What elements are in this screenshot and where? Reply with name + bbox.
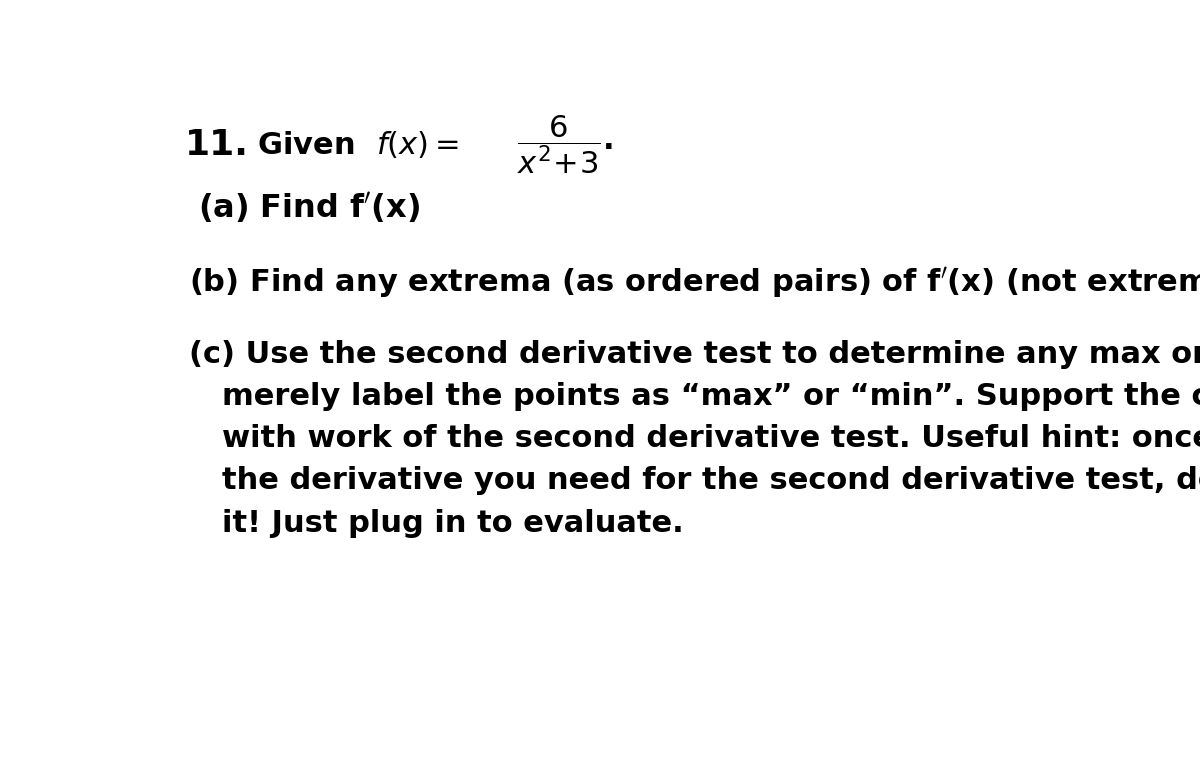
Text: (a) Find $\mathbf{f'(x)}$: (a) Find $\mathbf{f'(x)}$ [198,190,420,225]
Text: (b) Find any extrema (as ordered pairs) of $\mathbf{f'(x)}$ (not extrema of $\ma: (b) Find any extrema (as ordered pairs) … [190,265,1200,300]
Text: with work of the second derivative test. Useful hint: once you obtain: with work of the second derivative test.… [222,424,1200,453]
Text: merely label the points as “max” or “min”. Support the conclusion: merely label the points as “max” or “min… [222,382,1200,411]
Text: 11.: 11. [185,128,250,161]
Text: the derivative you need for the second derivative test, do not simplify: the derivative you need for the second d… [222,466,1200,495]
Text: it! Just plug in to evaluate.: it! Just plug in to evaluate. [222,509,683,537]
Text: Given  $f(x)=$: Given $f(x)=$ [257,129,458,160]
Text: (c) Use the second derivative test to determine any max or min. Do not: (c) Use the second derivative test to de… [190,340,1200,370]
Text: $\dfrac{6}{x^2\!+\!3}$.: $\dfrac{6}{x^2\!+\!3}$. [517,113,613,176]
